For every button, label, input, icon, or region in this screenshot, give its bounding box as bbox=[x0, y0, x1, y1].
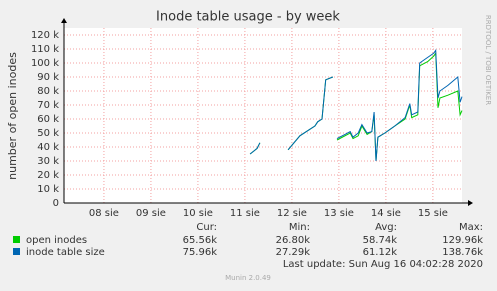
stat-value: 27.29k bbox=[276, 247, 311, 258]
y-tick-label: 100 k bbox=[31, 58, 59, 69]
stat-header: Cur: bbox=[196, 222, 217, 233]
stat-value: 75.96k bbox=[183, 247, 218, 258]
stat-value: 65.56k bbox=[183, 235, 218, 246]
stat-value: 26.80k bbox=[276, 235, 311, 246]
stat-header: Min: bbox=[289, 222, 310, 233]
stat-header: Max: bbox=[459, 222, 483, 233]
x-tick-label: 15 sie bbox=[418, 208, 448, 219]
stat-value: 58.74k bbox=[363, 235, 398, 246]
y-axis-label: number of open inodes bbox=[6, 52, 19, 180]
y-tick-label: 50 k bbox=[37, 128, 59, 139]
legend-swatch bbox=[13, 248, 20, 255]
chart-title: Inode table usage - by week bbox=[156, 10, 340, 25]
y-arrow bbox=[61, 18, 67, 23]
legend-label: open inodes bbox=[26, 235, 87, 246]
stat-value: 61.12k bbox=[363, 247, 398, 258]
x-tick-label: 10 sie bbox=[183, 208, 213, 219]
x-tick-label: 13 sie bbox=[324, 208, 354, 219]
y-tick-label: 80 k bbox=[37, 86, 59, 97]
y-tick-label: 90 k bbox=[37, 72, 59, 83]
y-tick-label: 70 k bbox=[37, 100, 59, 111]
plot-area bbox=[64, 28, 462, 203]
y-tick-label: 60 k bbox=[37, 114, 59, 125]
grid bbox=[64, 28, 462, 204]
x-arrow bbox=[468, 200, 473, 206]
y-tick-label: 110 k bbox=[31, 44, 59, 55]
watermark: RRDTOOL / TOBI OETIKER bbox=[484, 15, 492, 105]
y-tick-label: 120 k bbox=[31, 30, 59, 41]
legend-label: inode table size bbox=[26, 247, 105, 258]
y-tick-label: 30 k bbox=[37, 156, 59, 167]
last-update: Last update: Sun Aug 16 04:02:28 2020 bbox=[283, 259, 483, 270]
footer: Munin 2.0.49 bbox=[225, 274, 271, 282]
stat-value: 138.76k bbox=[442, 247, 483, 258]
y-tick-label: 20 k bbox=[37, 170, 59, 181]
stat-value: 129.96k bbox=[442, 235, 483, 246]
x-tick-label: 14 sie bbox=[371, 208, 401, 219]
x-tick-label: 12 sie bbox=[277, 208, 307, 219]
stat-header: Avg: bbox=[375, 222, 397, 233]
x-tick-label: 09 sie bbox=[136, 208, 166, 219]
x-tick-label: 08 sie bbox=[89, 208, 119, 219]
y-tick-label: 0 bbox=[53, 198, 59, 209]
lines bbox=[249, 48, 463, 162]
y-tick-label: 10 k bbox=[37, 184, 59, 195]
legend: Cur: Min: Avg: Max: open inodes 65.56k 26.80k 5… bbox=[13, 222, 483, 258]
y-tick-label: 40 k bbox=[37, 142, 59, 153]
series-line bbox=[249, 48, 463, 162]
x-tick-label: 11 sie bbox=[230, 208, 260, 219]
legend-swatch bbox=[13, 236, 20, 243]
